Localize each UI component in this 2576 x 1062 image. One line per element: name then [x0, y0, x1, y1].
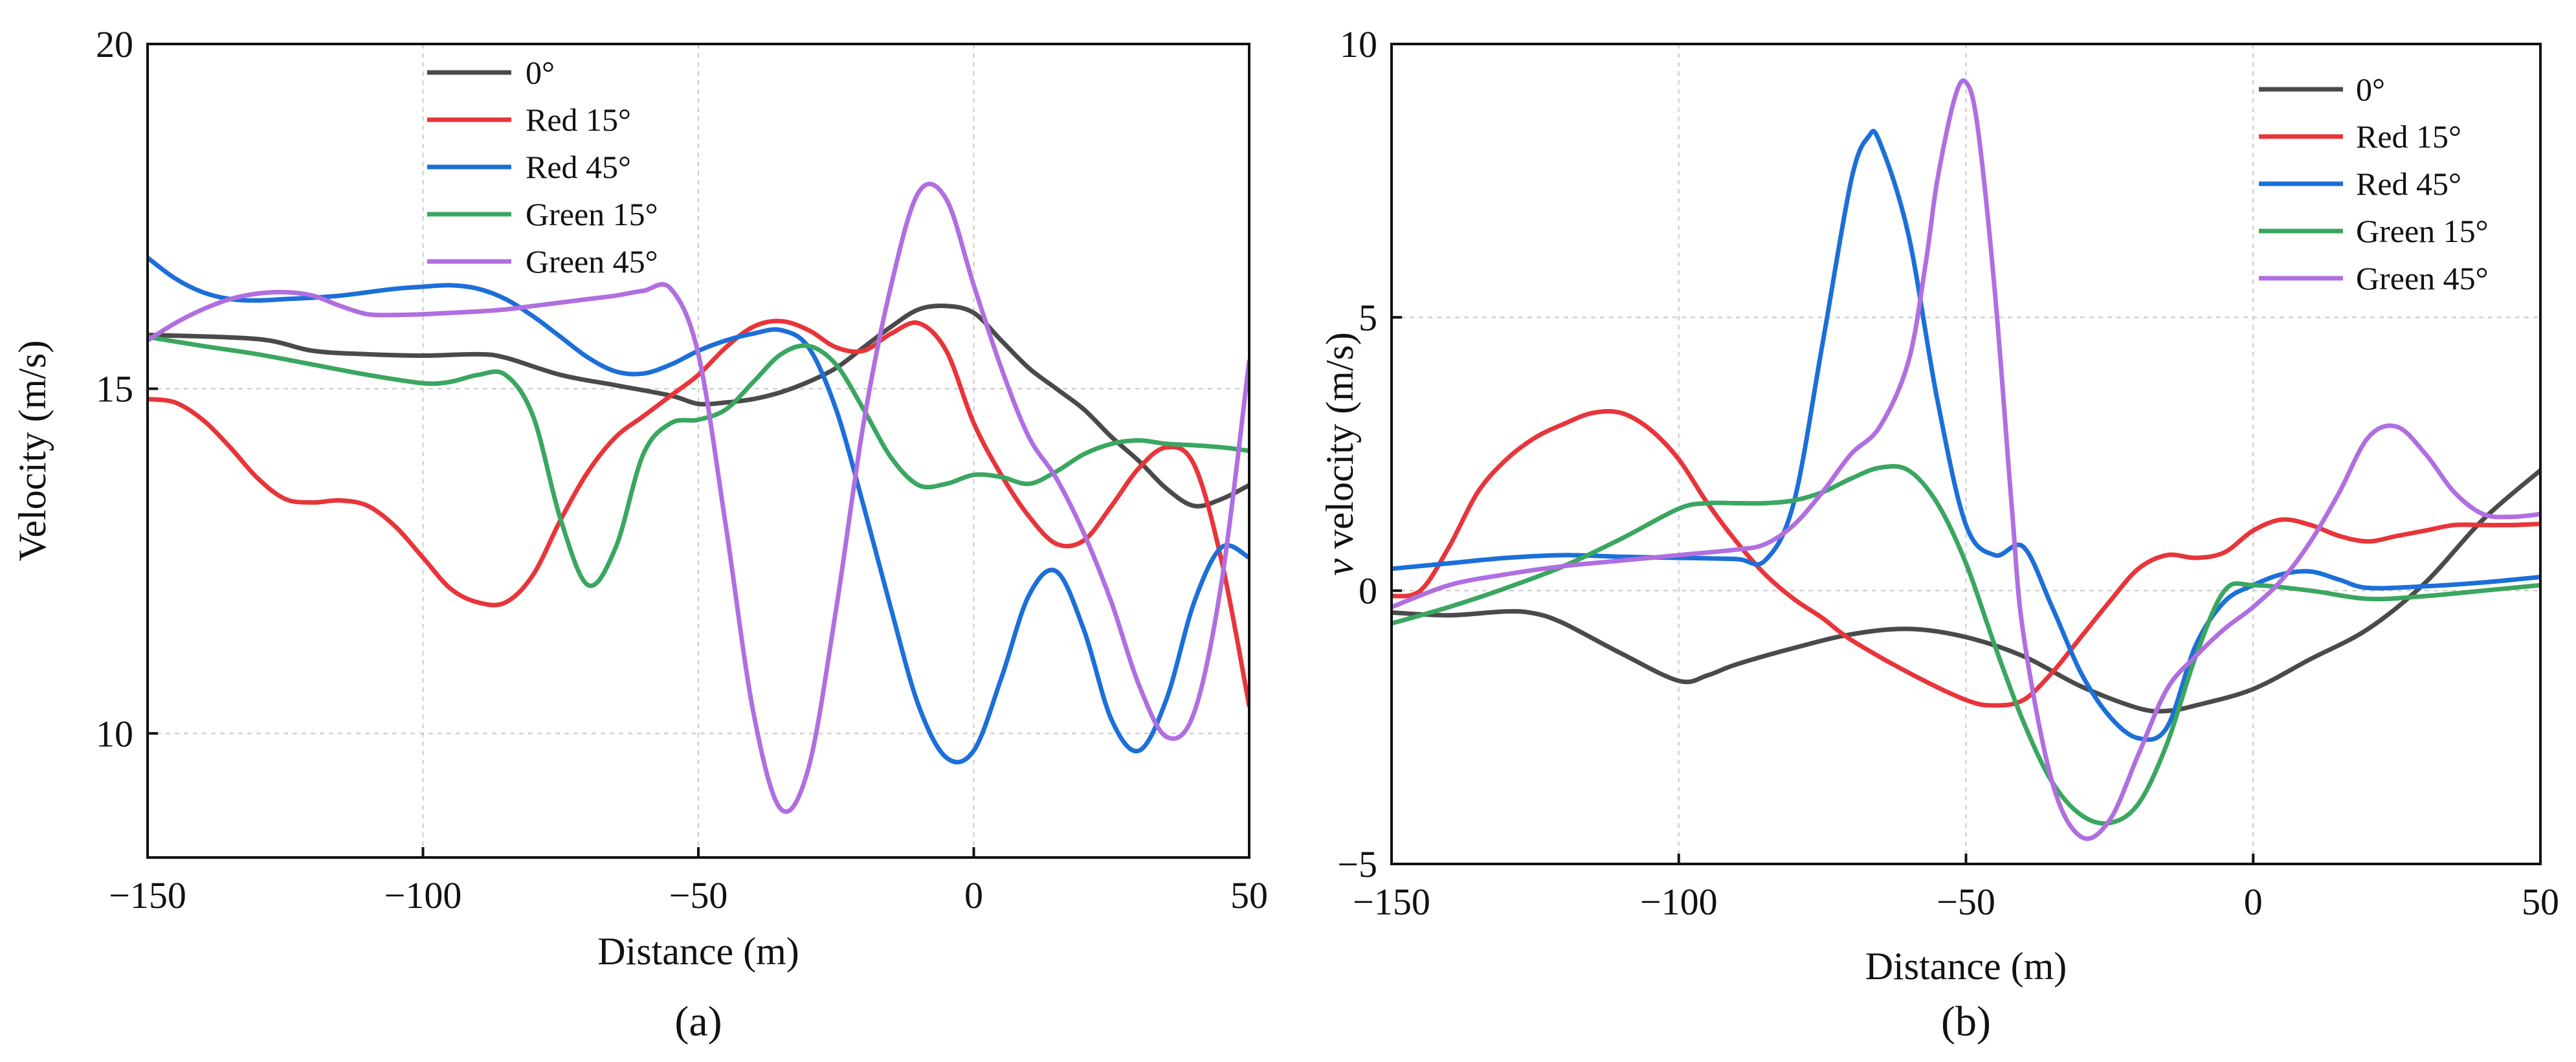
chart-a-series-group — [148, 181, 1249, 814]
chart-b-series-group — [1392, 78, 2540, 841]
chart-a-legend-label-1: Red 15° — [526, 102, 631, 138]
chart-b-y-tick-label: 10 — [1340, 23, 1377, 65]
chart-a-legend-label-4: Green 45° — [526, 243, 658, 280]
chart-a-series-line-0 — [148, 304, 1249, 509]
chart-a-y-tick-label: 20 — [96, 23, 133, 65]
chart-b-legend-label-4: Green 45° — [2356, 260, 2489, 296]
chart-a-x-tick-label: 50 — [1230, 874, 1268, 916]
chart-a-y-tick-label: 10 — [96, 713, 133, 755]
chart-b-series-line-0 — [1392, 468, 2540, 714]
chart-a-series-line-1 — [148, 318, 1249, 709]
chart-a-x-tick-label: −100 — [384, 874, 462, 916]
chart-b-y-tick-label: −5 — [1337, 843, 1377, 885]
chart-b-legend: 0° Red 15° Red 45° Green 15° Green 45° — [2259, 71, 2489, 296]
chart-b-y-axis-label-symbol: v — [1318, 559, 1361, 576]
chart-a-y-axis-label: Velocity (m/s) — [11, 340, 54, 562]
chart-b-x-tick-label: −150 — [1353, 881, 1430, 923]
chart-b-series-line-1 — [1392, 408, 2540, 708]
chart-b-y-axis-label-text: velocity (m/s) — [1318, 332, 1361, 559]
chart-a-series-line-2 — [148, 255, 1249, 765]
chart-b-series-line-2 — [1392, 129, 2540, 742]
chart-a-legend: 0° Red 15° Red 45° Green 15° Green 45° — [427, 54, 658, 280]
chart-a-y-tick-label: 15 — [96, 368, 133, 410]
chart-a-x-tick-label: −50 — [669, 874, 728, 916]
chart-a-legend-label-0: 0° — [526, 54, 555, 91]
chart-b-legend-label-3: Green 15° — [2356, 213, 2489, 249]
chart-b-y-tick-label: 0 — [1359, 570, 1377, 612]
chart-b-legend-label-0: 0° — [2356, 71, 2385, 107]
chart-b-series-line-4 — [1392, 78, 2540, 841]
chart-b-y-tick-label: 5 — [1359, 296, 1377, 338]
chart-b-x-axis-label: Distance (m) — [1865, 945, 2067, 988]
chart-b-legend-label-2: Red 45° — [2356, 166, 2461, 202]
chart-a-x-tick-label: −150 — [109, 874, 186, 916]
chart-a-series-line-3 — [148, 335, 1249, 588]
chart-b-legend-label-1: Red 15° — [2356, 118, 2461, 155]
chart-a-legend-label-3: Green 15° — [526, 196, 658, 232]
chart-b-x-tick-label: −50 — [1937, 881, 1995, 923]
chart-b-y-axis-label: v velocity (m/s) — [1318, 332, 1361, 576]
chart-b-panel-label: (b) — [1941, 998, 1991, 1045]
chart-b-x-tick-label: 0 — [2244, 881, 2263, 923]
chart-a-series-line-4 — [148, 181, 1249, 814]
chart-panel-a: −150 −100 −50 0 50 10 15 20 Distance (m) Velocity… — [11, 23, 1268, 1045]
chart-b-x-tick-label: 50 — [2522, 881, 2559, 923]
chart-b-series-line-3 — [1392, 464, 2540, 826]
chart-a-x-tick-label: 0 — [964, 874, 983, 916]
chart-a-x-axis-label: Distance (m) — [597, 930, 799, 973]
chart-a-panel-label: (a) — [674, 998, 722, 1045]
chart-b-x-tick-label: −100 — [1640, 881, 1718, 923]
chart-a-legend-label-2: Red 45° — [526, 149, 631, 185]
